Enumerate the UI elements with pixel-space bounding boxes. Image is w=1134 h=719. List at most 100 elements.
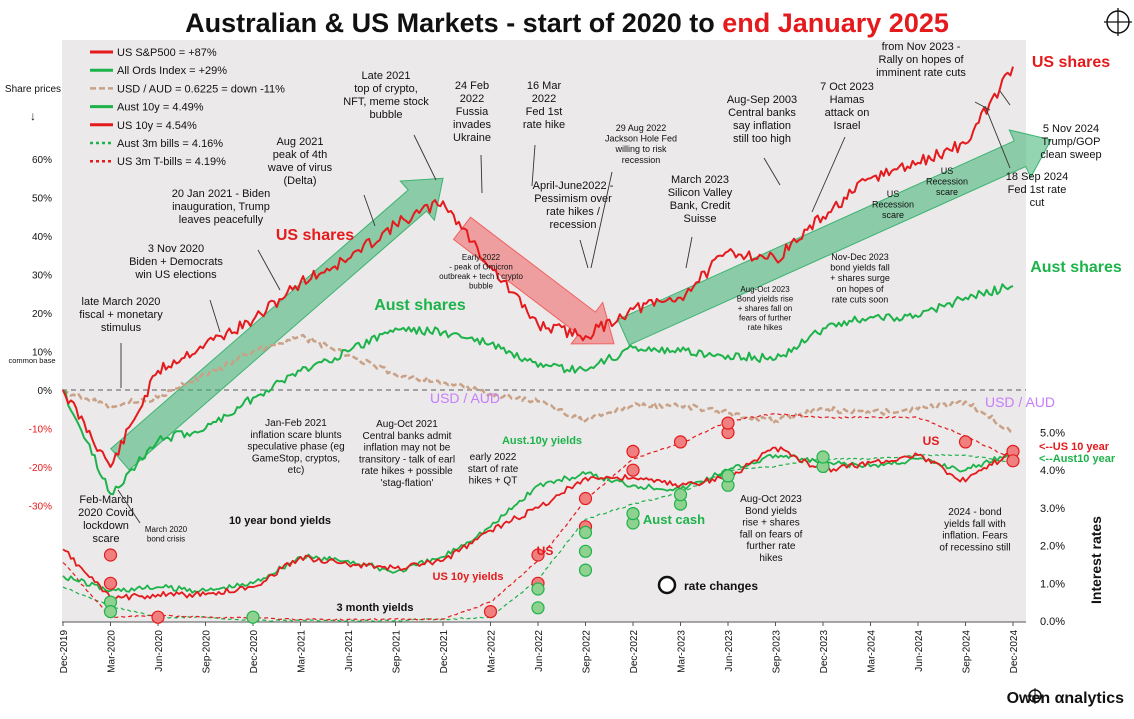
rate-changes-legend-label: rate changes — [684, 579, 758, 593]
annotation-line: Israel — [834, 120, 861, 132]
annotation-line: Bond yields rise — [737, 294, 794, 303]
annotation-a6: 24 Feb 2022 Fussia invades Ukraine — [453, 80, 491, 144]
annotation-line: recession — [622, 155, 661, 165]
left-tick-label: 30% — [32, 271, 52, 282]
legend-label: Aust 10y = 4.49% — [117, 102, 204, 114]
annotation-line: willing to risk — [614, 144, 667, 154]
annotation-pointer — [531, 144, 536, 187]
label-aust-10-year: <--Aust10 year — [1039, 453, 1116, 465]
rate-change-us — [673, 435, 688, 449]
annotation-a20: Early 2022- peak of Omicron outbreak + te… — [439, 253, 523, 290]
annotation-pointer — [257, 249, 281, 291]
annotation-a1: late March 2020 fiscal + monetary stimulus — [79, 296, 163, 334]
annotation-line: Aug-Sep 2003 — [727, 94, 797, 106]
right-tick-label: 3.0% — [1040, 503, 1065, 515]
annotation-line: Nov-Dec 2023 — [831, 252, 889, 262]
annotation-line: 2022 — [460, 93, 484, 105]
annotation-line: scare — [882, 210, 904, 220]
rate-change-us — [103, 548, 118, 562]
annotation-line: late March 2020 — [82, 296, 161, 308]
x-tick-label: Mar-2023 — [677, 630, 688, 673]
right-tick-label: 0.0% — [1040, 616, 1065, 628]
annotation-line: from Nov 2023 - — [882, 41, 961, 53]
annotation-line: hikes — [759, 553, 782, 564]
annotation-a10: March 2023 Silicon Valley Bank, Credit Suis… — [668, 174, 733, 225]
annotation-a9: 29 Aug 2022 Jackson Hole Fed willing to ri… — [605, 123, 677, 165]
annotation-line: March 2023 — [671, 174, 729, 186]
annotation-line: scare — [936, 187, 958, 197]
annotation-line: wave of virus — [267, 162, 333, 174]
annotation-a4: Aug 2021 peak of 4th wave of virus (Delta) — [267, 136, 333, 187]
annotation-line: 20 Jan 2021 - Biden — [172, 188, 270, 200]
annotation-line: inflation. Fears — [942, 531, 1008, 542]
left-axis-arrow: ↓ — [30, 109, 36, 123]
annotation-line: clean sweep — [1040, 149, 1101, 161]
annotation-line: early 2022 — [470, 452, 517, 463]
annotation-line: Early 2022 — [462, 253, 501, 262]
label-us-10-year: <--US 10 year — [1039, 441, 1110, 453]
label-aust-shares-2: Aust shares — [1030, 259, 1122, 276]
x-tick-label: Sep-2022 — [582, 630, 593, 674]
right-tick-label: 1.0% — [1040, 578, 1065, 590]
annotation-line: 16 Mar — [527, 80, 562, 92]
chart-title: Australian & US Markets - start of 2020 … — [185, 8, 949, 38]
rate-change-aust — [626, 506, 640, 521]
left-tick-label: 40% — [32, 232, 52, 243]
annotation-a12: 7 Oct 2023 Hamas attack on Israel — [820, 81, 874, 132]
common-base-label: common base — [8, 356, 55, 365]
plot-area — [62, 40, 1026, 622]
annotation-line: speculative phase (eg — [247, 442, 344, 453]
right-tick-label: 4.0% — [1040, 465, 1065, 477]
annotation-line: Jackson Hole Fed — [605, 134, 677, 144]
annotation-line: Silicon Valley — [668, 187, 733, 199]
annotation-a16: US Recession scare — [872, 189, 914, 220]
annotation-line: Fed 1st rate — [1008, 184, 1067, 196]
annotation-pointer — [999, 90, 1011, 106]
annotation-line: + shares surge — [830, 273, 890, 283]
legend-label: US 3m T-bills = 4.19% — [117, 156, 226, 168]
annotation-a8: April-June2022 -Pessimism over rate hikes… — [533, 180, 614, 231]
legend-label: Aust 3m bills = 4.16% — [117, 138, 223, 150]
annotation-a18: Nov-Dec 2023 bond yields fall + shares sur… — [830, 252, 890, 304]
annotation-pointer — [480, 154, 483, 194]
rate-change-aust — [721, 469, 735, 483]
x-tick-label: Jun-2021 — [344, 630, 355, 672]
annotation-line: rate hike — [523, 119, 565, 131]
rate-change-us — [531, 548, 545, 562]
annotation-line: Aug 2021 — [276, 136, 323, 148]
annotation-line: Bank, Credit — [670, 200, 731, 212]
annotation-pointer — [984, 105, 1011, 169]
left-tick-label: 0% — [38, 386, 53, 397]
left-tick-label: 50% — [32, 194, 52, 205]
left-tick-label: 60% — [32, 155, 52, 166]
annotation-a11: Aug-Sep 2003 Central banks say inflation st… — [727, 94, 797, 145]
annotation-line: + shares fall on — [738, 304, 792, 313]
x-tick-label: Dec-2023 — [819, 630, 830, 674]
series-all-ords — [62, 283, 1014, 496]
x-axis: Dec-2019 Mar-2020 Jun-2020 Sep-2020 Dec-2020… — [59, 621, 1026, 674]
rate-change-aust — [531, 582, 545, 596]
annotation-line: etc) — [288, 465, 305, 476]
annotation-line: 7 Oct 2023 — [820, 81, 874, 93]
annotation-line: (Delta) — [283, 175, 316, 187]
annotation-line: inflation may not be — [364, 443, 451, 454]
annotation-a5: Late 2021 top of crypto, NFT, meme stock bu… — [343, 70, 429, 121]
annotation-line: yields fall with — [944, 519, 1006, 530]
annotation-line: of recessino still — [939, 542, 1010, 553]
annotation-line: Bond yields — [745, 506, 797, 517]
annotation-line: Trump/GOP — [1042, 136, 1101, 148]
annotation-a26: Aug-Oct 2023 Bond yields rise + shares fall… — [740, 494, 803, 564]
annotations: late March 2020 fiscal + monetary stimulus… — [78, 41, 1101, 564]
annotation-line: start of rate — [468, 464, 519, 475]
rate-change-aust — [578, 544, 593, 558]
x-tick-label: Sep-2021 — [392, 630, 403, 674]
annotation-line: stimulus — [101, 322, 142, 334]
annotation-a27: 2024 - bond yields fall with inflation. Fe… — [939, 507, 1010, 553]
left-axis: 60% 50% 40% 30% 20% 10% 0% -10% -20% -30% — [29, 155, 52, 513]
annotation-line: fiscal + monetary — [79, 309, 163, 321]
logo-text: Owen αnalytics — [1007, 690, 1125, 707]
annotation-pointer — [974, 101, 991, 111]
annotation-a15: 18 Sep 2024 Fed 1st rate cut — [1006, 171, 1068, 209]
annotation-line: hikes + QT — [469, 476, 518, 487]
